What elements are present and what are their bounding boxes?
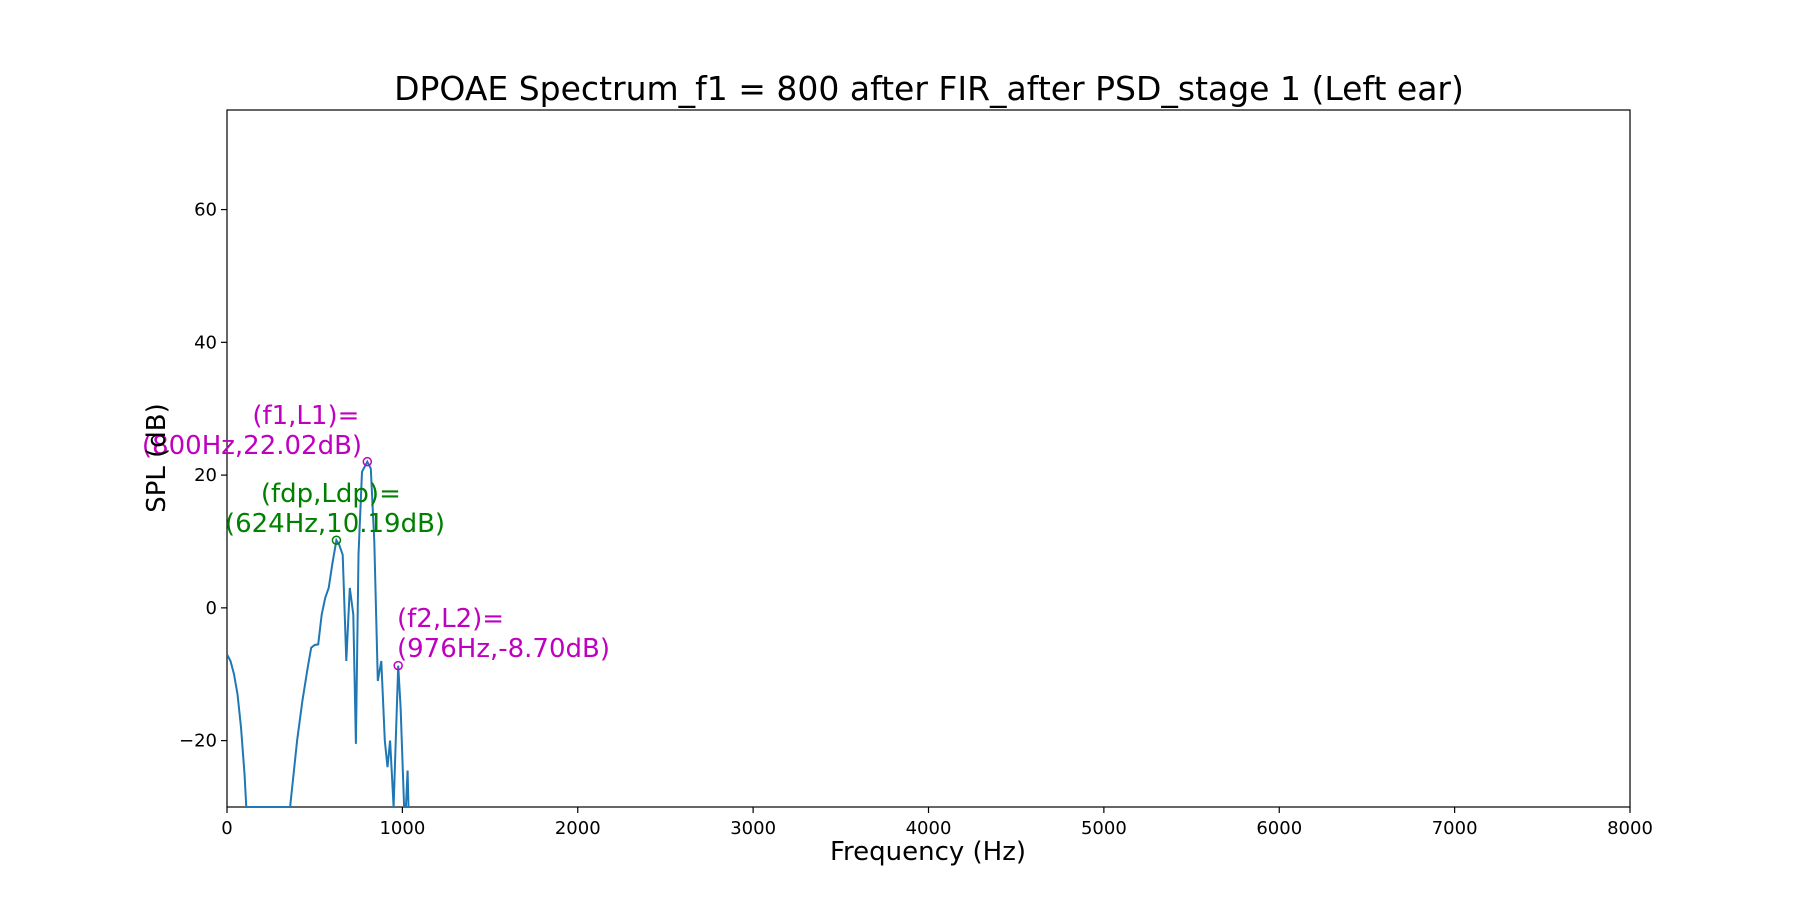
y-tick-label: 20: [194, 465, 217, 486]
x-tick-label: 5000: [1081, 818, 1127, 839]
f1-annotation-line1: (f1,L1)=: [252, 401, 359, 431]
chart-title: DPOAE Spectrum_f1 = 800 after FIR_after …: [394, 69, 1464, 108]
f2-annotation-line2: (976Hz,-8.70dB): [397, 634, 610, 664]
y-axis: −20 0 20 40 60: [179, 200, 227, 752]
plot-area: [226, 109, 1631, 808]
y-tick-label: −20: [179, 731, 217, 752]
x-tick-label: 4000: [906, 818, 952, 839]
peak-marker: [362, 456, 373, 467]
x-tick-label: 1000: [379, 818, 425, 839]
f1-annotation-line2: (800Hz,22.02dB): [142, 431, 362, 461]
x-tick-label: 6000: [1256, 818, 1302, 839]
x-tick-label: 8000: [1607, 818, 1653, 839]
f1-annotation: (f1,L1)= (800Hz,22.02dB): [142, 401, 368, 461]
x-tick-label: 3000: [730, 818, 776, 839]
x-tick-label: 0: [221, 818, 232, 839]
x-axis-label: Frequency (Hz): [830, 837, 1026, 867]
plot-content: [227, 456, 410, 807]
peak-marker: [331, 535, 342, 545]
fdp-annotation-line1: (fdp,Ldp)=: [261, 479, 401, 509]
y-tick-label: 0: [206, 598, 217, 619]
y-tick-label: 60: [194, 200, 217, 221]
x-tick-label: 2000: [555, 818, 601, 839]
y-tick-label: 40: [194, 332, 217, 353]
x-tick-label: 7000: [1432, 818, 1478, 839]
f2-annotation-line1: (f2,L2)=: [397, 604, 504, 634]
x-axis: 0 1000 2000 3000 4000 5000 6000 7000 8000: [221, 807, 1653, 839]
fdp-annotation-line2: (624Hz,10.19dB): [225, 509, 445, 539]
spectrum-line: [227, 459, 410, 807]
fdp-annotation: (fdp,Ldp)= (624Hz,10.19dB): [225, 479, 445, 539]
f2-annotation: (f2,L2)= (976Hz,-8.70dB): [397, 604, 610, 664]
peak-marker: [393, 660, 403, 671]
y-axis-label: SPL (dB): [142, 403, 172, 513]
annotations: (f1,L1)= (800Hz,22.02dB) (fdp,Ldp)= (624…: [142, 401, 610, 664]
